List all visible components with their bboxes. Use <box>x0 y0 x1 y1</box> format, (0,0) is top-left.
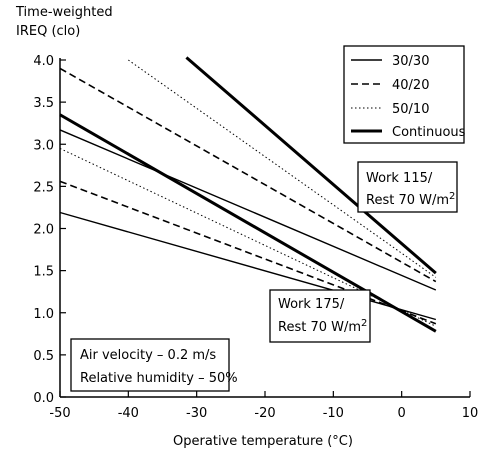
x-tick-label-6: 10 <box>462 406 479 421</box>
y-tick-label-6: 3.0 <box>33 138 54 153</box>
annotation-work-175-sup: 2 <box>361 318 367 329</box>
y-tick-label-4: 2.0 <box>33 223 54 238</box>
annotation-work-115-sup: 2 <box>449 191 455 202</box>
conditions-note: Air velocity – 0.2 m/s Relative humidity… <box>70 338 238 392</box>
series-layer <box>59 56 437 333</box>
series-line-6 <box>59 180 437 325</box>
annotation-work-175: Work 175/ Rest 70 W/m2 <box>269 289 371 343</box>
annotation-work-175-line-2-main: Rest 70 W/m <box>278 320 361 335</box>
conditions-note-line-1: Air velocity – 0.2 m/s <box>80 348 216 363</box>
series-line-8 <box>59 113 437 333</box>
series-line-3 <box>128 59 437 278</box>
y-tick-label-7: 3.5 <box>33 96 54 111</box>
legend-label-40-20: 40/20 <box>392 78 429 93</box>
series-line-2 <box>59 67 437 283</box>
legend-label-50-10: 50/10 <box>392 102 429 117</box>
y-axis-title-line-1: Time-weighted <box>15 5 113 20</box>
series-line-4 <box>185 56 437 275</box>
y-tick-label-8: 4.0 <box>33 54 54 69</box>
annotation-work-115-line-1: Work 115/ <box>366 171 433 186</box>
y-tick-label-3: 1.5 <box>33 265 54 280</box>
x-tick-label-4: -10 <box>323 406 344 421</box>
annotation-work-115-box <box>357 161 458 213</box>
series-line-7 <box>59 148 437 327</box>
annotation-work-115: Work 115/ Rest 70 W/m2 <box>357 161 458 213</box>
y-tick-label-2: 1.0 <box>33 307 54 322</box>
conditions-note-line-2: Relative humidity – 50% <box>80 371 238 386</box>
x-axis-title: Operative temperature (°C) <box>173 434 353 449</box>
annotation-work-115-line-2-main: Rest 70 W/m <box>366 193 449 208</box>
legend-label-continuous: Continuous <box>392 125 466 140</box>
annotation-work-175-box <box>269 289 371 343</box>
x-tick-label-2: -30 <box>186 406 207 421</box>
x-tick-label-1: -40 <box>118 406 139 421</box>
y-axis-title-line-2: IREQ (clo) <box>16 24 80 39</box>
x-tick-label-3: -20 <box>254 406 275 421</box>
annotation-work-115-line-2: Rest 70 W/m2 <box>366 191 455 208</box>
legend: 30/30 40/20 50/10 Continuous <box>343 45 466 144</box>
y-tick-label-0: 0.0 <box>33 391 54 406</box>
legend-box <box>343 45 465 144</box>
annotation-work-175-line-2: Rest 70 W/m2 <box>278 318 367 335</box>
y-tick-label-1: 0.5 <box>33 349 54 364</box>
series-line-5 <box>59 211 437 321</box>
annotation-work-175-line-1: Work 175/ <box>278 297 345 312</box>
y-tick-label-5: 2.5 <box>33 180 54 195</box>
axes-layer: 0.0 0.5 1.0 1.5 2.0 2.5 3.0 3.5 4.0 -50 -40 -30 -20 -… <box>33 54 478 421</box>
legend-label-30-30: 30/30 <box>392 54 429 69</box>
x-tick-label-5: 0 <box>398 406 406 421</box>
conditions-note-box <box>70 338 230 392</box>
x-tick-label-0: -50 <box>49 406 70 421</box>
series-line-1 <box>59 129 437 291</box>
